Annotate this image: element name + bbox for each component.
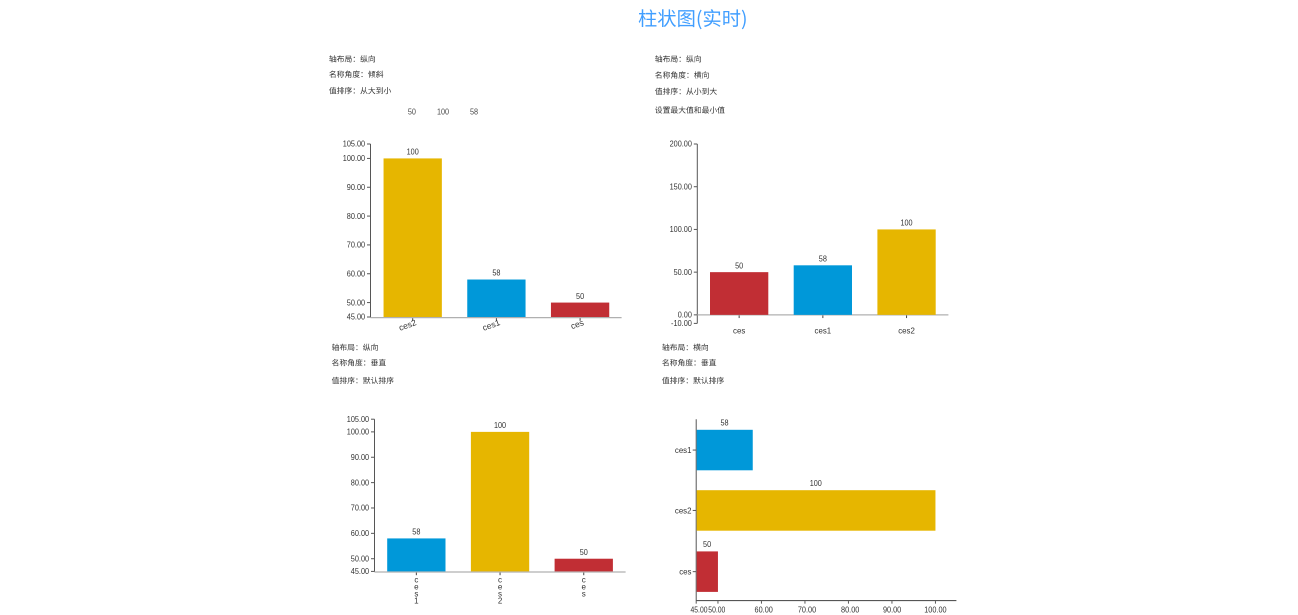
svg-text:100.00: 100.00 (924, 606, 947, 615)
svg-text:45.00: 45.00 (691, 606, 708, 615)
svg-text:58: 58 (492, 269, 501, 278)
svg-text:105.00: 105.00 (347, 415, 370, 424)
svg-text:c: c (498, 576, 502, 585)
svg-text:ces: ces (679, 567, 691, 577)
svg-text:100.00: 100.00 (347, 428, 370, 437)
svg-text:c: c (582, 576, 586, 585)
svg-text:e: e (498, 583, 503, 592)
svg-text:80.00: 80.00 (351, 478, 370, 487)
svg-text:50: 50 (735, 261, 744, 270)
svg-text:58: 58 (819, 255, 828, 264)
svg-text:ces2: ces2 (397, 317, 418, 333)
svg-text:58: 58 (470, 108, 479, 117)
svg-text:100: 100 (437, 108, 450, 117)
svg-text:45.00: 45.00 (351, 567, 370, 576)
svg-text:1: 1 (414, 596, 419, 605)
svg-text:ces: ces (569, 317, 585, 331)
svg-text:50.00: 50.00 (347, 298, 366, 307)
svg-text:ces: ces (733, 326, 745, 336)
svg-text:80.00: 80.00 (841, 606, 860, 615)
svg-text:100: 100 (901, 219, 914, 228)
svg-text:45.00: 45.00 (347, 313, 366, 322)
svg-text:50: 50 (576, 292, 585, 301)
svg-text:s: s (582, 590, 586, 599)
svg-text:50.00: 50.00 (708, 606, 725, 615)
svg-text:90.00: 90.00 (347, 183, 366, 192)
svg-text:e: e (414, 583, 419, 592)
svg-text:50: 50 (580, 548, 589, 557)
svg-text:70.00: 70.00 (798, 606, 817, 615)
svg-text:90.00: 90.00 (883, 606, 902, 615)
svg-text:80.00: 80.00 (347, 212, 366, 221)
svg-text:100: 100 (810, 479, 823, 488)
svg-text:200.00: 200.00 (670, 140, 693, 149)
svg-text:100: 100 (407, 148, 420, 157)
svg-text:100: 100 (494, 421, 507, 430)
svg-text:90.00: 90.00 (351, 453, 370, 462)
svg-text:60.00: 60.00 (347, 269, 366, 278)
svg-text:150.00: 150.00 (670, 182, 693, 191)
svg-text:s: s (498, 590, 502, 599)
svg-text:0.00: 0.00 (678, 311, 693, 320)
svg-text:100.00: 100.00 (670, 225, 693, 234)
svg-text:-10.00: -10.00 (671, 319, 692, 328)
svg-text:60.00: 60.00 (755, 606, 774, 615)
svg-text:70.00: 70.00 (347, 241, 366, 250)
svg-text:ces1: ces1 (815, 326, 832, 336)
svg-text:58: 58 (720, 419, 729, 428)
svg-text:50: 50 (408, 108, 417, 117)
svg-text:58: 58 (412, 528, 421, 537)
svg-text:c: c (414, 576, 418, 585)
svg-text:s: s (414, 590, 418, 599)
svg-text:e: e (582, 583, 587, 592)
svg-text:70.00: 70.00 (351, 504, 370, 513)
svg-text:2: 2 (498, 596, 503, 605)
svg-text:50.00: 50.00 (674, 268, 693, 277)
svg-text:ces1: ces1 (481, 317, 502, 333)
svg-text:50.00: 50.00 (351, 554, 370, 563)
svg-text:60.00: 60.00 (351, 529, 370, 538)
svg-text:50: 50 (703, 540, 712, 549)
svg-text:ces1: ces1 (675, 445, 692, 455)
svg-text:105.00: 105.00 (343, 140, 366, 149)
svg-text:ces2: ces2 (898, 326, 915, 336)
svg-text:ces2: ces2 (675, 505, 692, 515)
svg-text:100.00: 100.00 (343, 154, 366, 163)
